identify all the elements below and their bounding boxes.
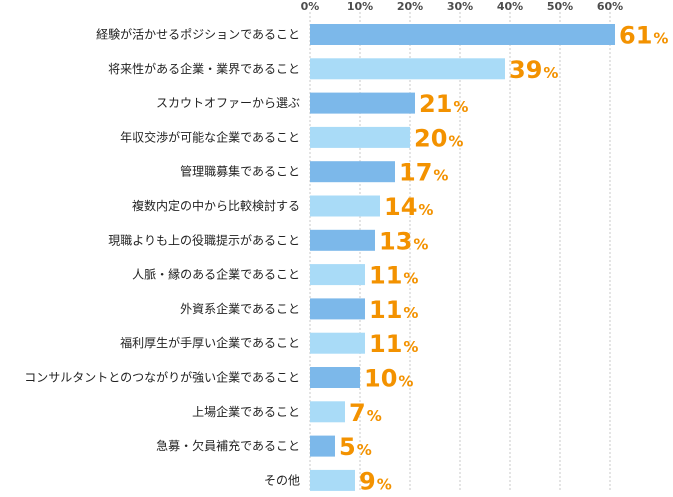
value-label: 21% <box>419 90 468 118</box>
category-label: 急募・欠員補充であること <box>156 438 300 453</box>
value-label: 7% <box>349 399 382 427</box>
category-label: 福利厚生が手厚い企業であること <box>120 335 300 350</box>
category-labels: 経験が活かせるポジションであること将来性がある企業・業界であることスカウトオファ… <box>24 27 300 488</box>
bar <box>310 92 415 114</box>
value-label: 9% <box>359 467 392 495</box>
bar <box>310 161 395 183</box>
category-label: 将来性がある企業・業界であること <box>108 61 300 76</box>
x-tick-label: 40% <box>497 0 523 13</box>
bar <box>310 195 380 217</box>
bar <box>310 58 505 80</box>
category-label: 管理職募集であること <box>180 164 300 179</box>
bar <box>310 401 345 423</box>
bar <box>310 264 365 286</box>
x-tick-label: 0% <box>301 0 320 13</box>
category-label: その他 <box>264 473 300 487</box>
value-label: 11% <box>369 296 418 324</box>
value-labels: 61% 39% 21% 20% 17% 14% 13% 11% 11% 11% 10% 7% 5% 9% <box>339 22 668 496</box>
value-label: 39% <box>509 56 558 84</box>
x-tick-label: 10% <box>347 0 373 13</box>
x-tick-label: 50% <box>547 0 573 13</box>
bar <box>310 298 365 320</box>
bar <box>310 469 355 491</box>
value-label: 11% <box>369 330 418 358</box>
category-label: 年収交渉が可能な企業であること <box>120 129 300 144</box>
bar <box>310 367 360 388</box>
value-label: 14% <box>384 193 433 221</box>
category-label: 経験が活かせるポジションであること <box>96 27 300 42</box>
value-label: 17% <box>399 159 448 187</box>
x-tick-label: 20% <box>397 0 423 13</box>
value-label: 10% <box>364 365 413 393</box>
category-label: スカウトオファーから選ぶ <box>156 96 300 110</box>
value-label: 13% <box>379 227 428 255</box>
bar <box>310 332 365 354</box>
category-label: 現職よりも上の役職提示があること <box>108 232 300 247</box>
category-label: 複数内定の中から比較検討する <box>132 198 300 213</box>
value-label: 61% <box>619 22 668 50</box>
category-label: コンサルタントとのつながりが強い企業であること <box>24 370 300 385</box>
x-tick-label: 30% <box>447 0 473 13</box>
bar <box>310 229 375 251</box>
value-label: 11% <box>369 262 418 290</box>
x-axis-ticks: 0% 10% 20% 30% 40% 50% 60% <box>301 0 624 13</box>
value-label: 20% <box>414 124 463 152</box>
x-tick-label: 60% <box>597 0 623 13</box>
category-label: 外資系企業であること <box>180 301 300 316</box>
bar <box>310 435 335 457</box>
bars <box>310 24 615 491</box>
category-label: 上場企業であること <box>192 404 300 419</box>
bar <box>310 24 615 45</box>
bar <box>310 126 410 148</box>
grid-lines <box>309 12 611 492</box>
category-label: 人脈・縁のある企業であること <box>132 267 300 282</box>
value-label: 5% <box>339 433 372 461</box>
